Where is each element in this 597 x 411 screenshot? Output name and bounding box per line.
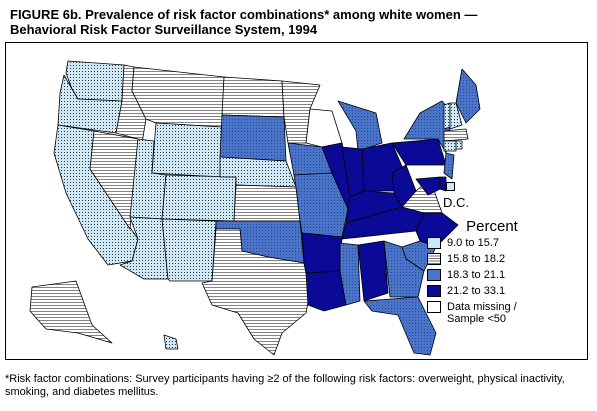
state-ct — [443, 140, 457, 152]
legend-item-2: 15.8 to 18.2 — [427, 253, 587, 269]
state-wy — [151, 122, 223, 178]
state-vt — [443, 102, 451, 130]
title-line-2: Behavioral Risk Factor Surveillance Syst… — [10, 22, 318, 37]
state-ks — [233, 184, 301, 222]
state-me — [455, 68, 481, 124]
state-co — [161, 174, 237, 222]
legend-swatch-4 — [427, 285, 441, 297]
state-nh — [449, 102, 463, 130]
dc-swatch — [446, 182, 455, 191]
legend-swatch-1 — [427, 237, 441, 249]
legend-label-2: 15.8 to 18.2 — [447, 253, 506, 265]
legend-item-4: 21.2 to 33.1 — [427, 285, 587, 301]
legend-label-3: 18.3 to 21.1 — [447, 269, 506, 281]
state-nj — [443, 152, 455, 180]
legend-label-5: Data missing / Sample <50 — [447, 301, 517, 325]
legend-swatch-3 — [427, 269, 441, 281]
state-tx — [201, 228, 311, 356]
legend-item-1: 9.0 to 15.7 — [427, 237, 587, 253]
map-frame — [5, 42, 588, 360]
state-ar — [301, 232, 343, 274]
state-ma — [443, 128, 469, 142]
legend-label-1: 9.0 to 15.7 — [447, 237, 499, 249]
legend-label-4: 21.2 to 33.1 — [447, 285, 506, 297]
legend-swatch-5 — [427, 301, 441, 313]
dc-indicator: D.C. — [443, 182, 469, 210]
state-fl — [363, 296, 437, 356]
state-nv — [89, 130, 139, 230]
figure-title: FIGURE 6b. Prevalence of risk factor com… — [10, 7, 590, 37]
state-mt — [131, 66, 225, 128]
state-sd — [219, 114, 287, 162]
state-md — [415, 176, 441, 196]
state-wi — [305, 108, 343, 148]
state-ga — [383, 240, 425, 298]
state-ak — [29, 280, 113, 344]
state-nd — [221, 76, 285, 118]
legend-swatch-2 — [427, 253, 441, 265]
state-al — [357, 240, 389, 302]
legend-title: Percent — [466, 218, 518, 235]
dc-label: D.C. — [443, 195, 469, 210]
state-la — [305, 270, 347, 312]
state-ms — [339, 242, 361, 306]
legend: Percent 9.0 to 15.7 15.8 to 18.2 18.3 to… — [427, 218, 587, 331]
us-choropleth-map — [29, 60, 481, 356]
state-mi — [337, 100, 383, 152]
legend-item-5: Data missing / Sample <50 — [427, 301, 587, 331]
state-hi — [163, 334, 179, 350]
legend-item-3: 18.3 to 21.1 — [427, 269, 587, 285]
title-line-1: FIGURE 6b. Prevalence of risk factor com… — [10, 7, 478, 22]
state-ri — [455, 140, 463, 150]
state-nm — [161, 218, 217, 282]
footnote: *Risk factor combinations: Survey partic… — [5, 373, 565, 398]
